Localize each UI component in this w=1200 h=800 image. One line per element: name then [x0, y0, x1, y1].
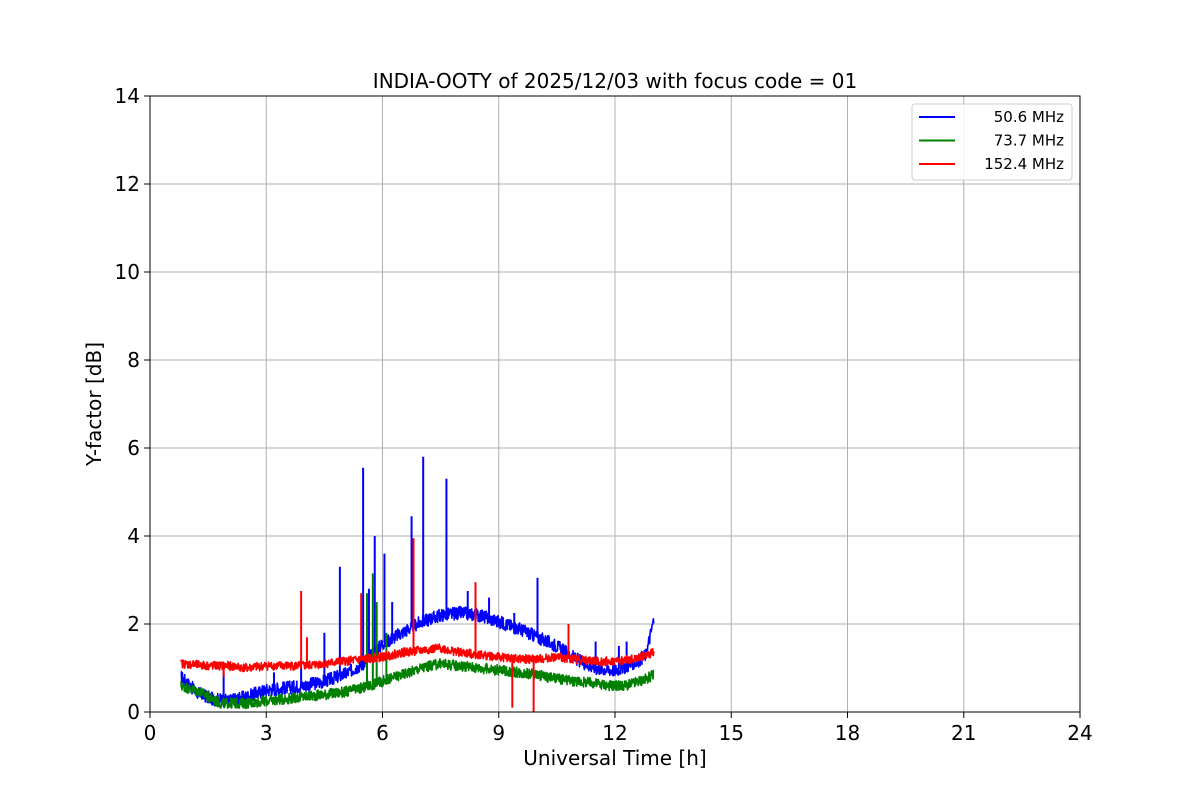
series-line [180, 643, 655, 673]
x-axis-label: Universal Time [h] [523, 746, 706, 770]
x-tick-label: 18 [835, 721, 860, 745]
x-tick-label: 24 [1067, 721, 1092, 745]
y-tick-label: 12 [115, 172, 140, 196]
chart-title: INDIA-OOTY of 2025/12/03 with focus code… [373, 69, 857, 93]
x-tick-label: 12 [602, 721, 627, 745]
legend-label: 152.4 MHz [984, 155, 1064, 173]
grid-layer [149, 95, 1081, 713]
x-tick-label: 6 [376, 721, 389, 745]
series-73-7-mhz [180, 573, 655, 710]
y-tick-label: 0 [127, 700, 140, 724]
series-line [180, 658, 655, 710]
legend: 50.6 MHz 73.7 MHz 152.4 MHz [911, 103, 1073, 181]
y-tick-label: 8 [127, 348, 140, 372]
series-50-6-mhz [180, 456, 655, 708]
x-tick-label: 0 [144, 721, 157, 745]
y-axis-label: Y-factor [dB] [82, 342, 106, 467]
series-layer [180, 456, 655, 712]
x-tick-label: 9 [492, 721, 505, 745]
y-tick-label: 10 [115, 260, 140, 284]
x-tick-label: 3 [260, 721, 273, 745]
legend-label: 50.6 MHz [994, 108, 1064, 126]
y-tick-label: 14 [115, 84, 140, 108]
legend-items: 50.6 MHz 73.7 MHz 152.4 MHz [919, 108, 1064, 173]
series-152-4-mhz [180, 538, 655, 712]
y-tick-label: 6 [127, 436, 140, 460]
y-tick-label: 4 [127, 524, 140, 548]
legend-frame [911, 103, 1073, 181]
x-tick-label: 15 [719, 721, 744, 745]
x-tick-label: 21 [951, 721, 976, 745]
y-tick-label: 2 [127, 612, 140, 636]
legend-label: 73.7 MHz [994, 132, 1064, 150]
